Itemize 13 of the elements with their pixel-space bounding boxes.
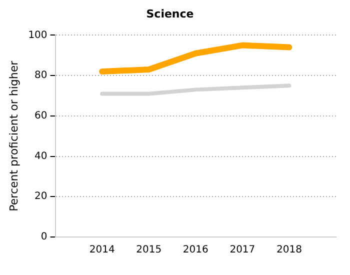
y-tick-label: 100 [28, 30, 48, 41]
y-axis-title: Percent proficient or higher [7, 60, 20, 212]
x-tick-label: 2016 [182, 244, 208, 256]
x-tick-label: 2017 [230, 244, 256, 256]
y-tick-label: 40 [34, 150, 48, 162]
y-tick-label: 60 [34, 110, 48, 122]
y-tick-label: 0 [40, 232, 48, 243]
x-tick-label: 2015 [136, 244, 162, 256]
chart-title: Science [146, 7, 194, 20]
x-tick-label: 2018 [276, 244, 302, 256]
y-tick-label: 20 [34, 191, 48, 202]
y-tick-label: 80 [34, 70, 48, 82]
x-tick-label: 2014 [89, 244, 115, 256]
